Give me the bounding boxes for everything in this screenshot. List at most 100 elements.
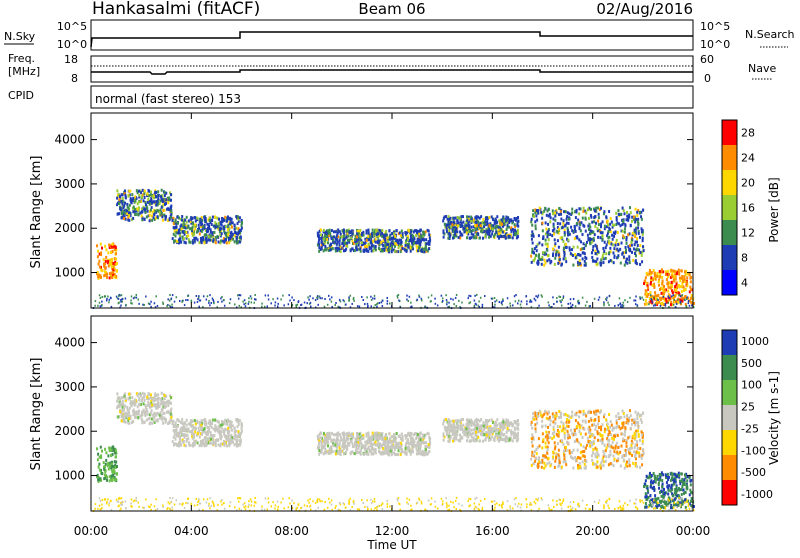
power-echo-cell <box>690 297 692 300</box>
velocity-echo-cell <box>194 430 196 433</box>
power-echo-cell <box>542 229 544 232</box>
velocity-echo-cell <box>350 434 352 437</box>
power-echo-cell <box>221 232 223 235</box>
power-clutter-cell <box>623 305 625 307</box>
power-echo-cell <box>146 215 148 218</box>
power-echo-cell <box>335 249 337 252</box>
velocity-echo-cell <box>145 406 147 409</box>
power-echo-cell <box>192 222 194 225</box>
power-echo-cell <box>124 189 126 192</box>
power-echo-cell <box>232 221 234 224</box>
power-echo-cell <box>605 257 607 260</box>
power-echo-cell <box>122 197 124 200</box>
power-echo-cell <box>576 235 578 238</box>
power-echo-cell <box>331 237 333 240</box>
power-echo-cell <box>182 230 184 233</box>
velocity-echo-cell <box>370 438 372 441</box>
power-echo-cell <box>666 278 668 281</box>
velocity-echo-cell <box>376 436 378 439</box>
power-clutter-cell <box>361 296 363 298</box>
velocity-echo-cell <box>496 418 498 421</box>
power-echo-cell <box>144 190 146 193</box>
power-echo-cell <box>505 219 507 222</box>
power-clutter-cell <box>272 298 274 300</box>
power-echo-cell <box>608 230 610 233</box>
velocity-echo-cell <box>137 411 139 414</box>
power-echo-cell <box>368 229 370 232</box>
power-echo-cell <box>346 229 348 232</box>
power-echo-cell <box>126 212 128 215</box>
power-clutter-cell <box>684 299 686 301</box>
velocity-echo-cell <box>115 461 117 464</box>
power-clutter-cell <box>535 295 537 297</box>
power-echo-cell <box>548 258 550 261</box>
power-echo-cell <box>615 244 617 247</box>
power-echo-cell <box>584 217 586 220</box>
power-clutter-cell <box>608 304 610 306</box>
power-echo-cell <box>377 232 379 235</box>
power-echo-cell <box>646 292 648 295</box>
power-clutter-cell <box>254 302 256 304</box>
power-echo-cell <box>116 189 118 192</box>
power-echo-cell <box>537 263 539 266</box>
power-echo-cell <box>488 228 490 231</box>
velocity-echo-cell <box>215 429 217 432</box>
power-echo-cell <box>542 222 544 225</box>
power-echo-cell <box>561 263 563 266</box>
power-echo-cell <box>642 237 644 240</box>
velocity-echo-cell <box>405 436 407 439</box>
power-echo-cell <box>608 210 610 213</box>
velocity-echo-cell <box>111 446 113 449</box>
velocity-echo-cell <box>228 430 230 433</box>
power-echo-cell <box>132 210 134 213</box>
power-echo-cell <box>209 239 211 242</box>
power-clutter-cell <box>559 300 561 302</box>
velocity-echo-cell <box>375 441 377 444</box>
power-echo-cell <box>551 234 553 237</box>
power-echo-cell <box>324 245 326 248</box>
velocity-echo-cell <box>400 453 402 456</box>
power-echo-cell <box>622 220 624 223</box>
power-echo-cell <box>642 209 644 212</box>
power-echo-cell <box>502 217 504 220</box>
power-echo-cell <box>161 212 163 215</box>
power-echo-cell <box>634 221 636 224</box>
power-echo-cell <box>422 231 424 234</box>
velocity-echo-cell <box>227 427 229 430</box>
velocity-echo-cell <box>232 424 234 427</box>
velocity-echo-cell <box>155 407 157 410</box>
power-echo-cell <box>495 225 497 228</box>
power-echo-cell <box>535 245 537 248</box>
power-echo-cell <box>634 252 636 255</box>
power-echo-cell <box>553 223 555 226</box>
velocity-echo-cell <box>391 453 393 456</box>
velocity-echo-cell <box>162 422 164 425</box>
power-echo-cell <box>533 215 535 218</box>
power-echo-cell <box>506 228 508 231</box>
velocity-echo-cell <box>223 430 225 433</box>
power-echo-cell <box>225 233 227 236</box>
power-echo-cell <box>329 249 331 252</box>
velocity-echo-cell <box>425 445 427 448</box>
power-clutter-cell <box>605 298 607 300</box>
velocity-echo-cell <box>221 426 223 429</box>
velocity-echo-cell <box>98 463 100 466</box>
power-echo-cell <box>108 243 110 246</box>
power-echo-cell <box>164 191 166 194</box>
power-echo-cell <box>590 229 592 232</box>
power-echo-cell <box>624 264 626 267</box>
velocity-echo-cell <box>196 420 198 423</box>
power-echo-cell <box>196 217 198 220</box>
power-clutter-cell <box>200 299 202 301</box>
power-clutter-cell <box>678 294 680 296</box>
power-clutter-cell <box>250 295 252 297</box>
power-clutter-cell <box>561 305 563 307</box>
y-tick-label: 1000 <box>54 266 85 280</box>
power-clutter-cell <box>184 304 186 306</box>
power-echo-cell <box>509 235 511 238</box>
velocity-echo-cell <box>384 441 386 444</box>
power-echo-cell <box>343 228 345 231</box>
power-clutter-cell <box>194 302 196 304</box>
velocity-echo-cell <box>213 434 215 437</box>
power-echo-cell <box>186 216 188 219</box>
